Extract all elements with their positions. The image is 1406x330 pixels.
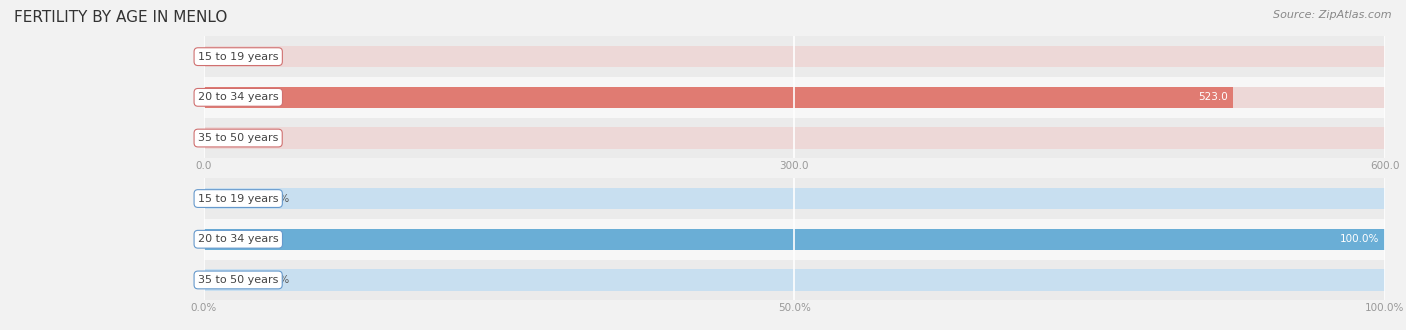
Bar <box>204 219 1385 260</box>
Bar <box>204 188 1385 209</box>
Bar <box>204 269 1385 290</box>
Bar <box>204 178 1385 219</box>
Text: 523.0: 523.0 <box>1198 92 1227 102</box>
Bar <box>204 87 1233 108</box>
Bar <box>204 229 1385 250</box>
Text: Source: ZipAtlas.com: Source: ZipAtlas.com <box>1274 10 1392 20</box>
Text: 0.0: 0.0 <box>263 52 280 62</box>
Text: 0.0%: 0.0% <box>263 194 290 204</box>
Bar <box>204 127 1385 148</box>
Text: 0.0: 0.0 <box>263 133 280 143</box>
Bar <box>204 229 1385 250</box>
Bar <box>204 118 1385 158</box>
Bar <box>204 87 1385 108</box>
Text: 100.0%: 100.0% <box>1340 234 1379 244</box>
Bar <box>204 260 1385 300</box>
Text: 20 to 34 years: 20 to 34 years <box>198 234 278 244</box>
Text: 0.0%: 0.0% <box>263 275 290 285</box>
Bar <box>204 77 1385 118</box>
Text: 20 to 34 years: 20 to 34 years <box>198 92 278 102</box>
Text: 15 to 19 years: 15 to 19 years <box>198 52 278 62</box>
Text: FERTILITY BY AGE IN MENLO: FERTILITY BY AGE IN MENLO <box>14 10 228 25</box>
Text: 15 to 19 years: 15 to 19 years <box>198 194 278 204</box>
Text: 35 to 50 years: 35 to 50 years <box>198 133 278 143</box>
Bar <box>204 36 1385 77</box>
Text: 35 to 50 years: 35 to 50 years <box>198 275 278 285</box>
Bar <box>204 46 1385 67</box>
